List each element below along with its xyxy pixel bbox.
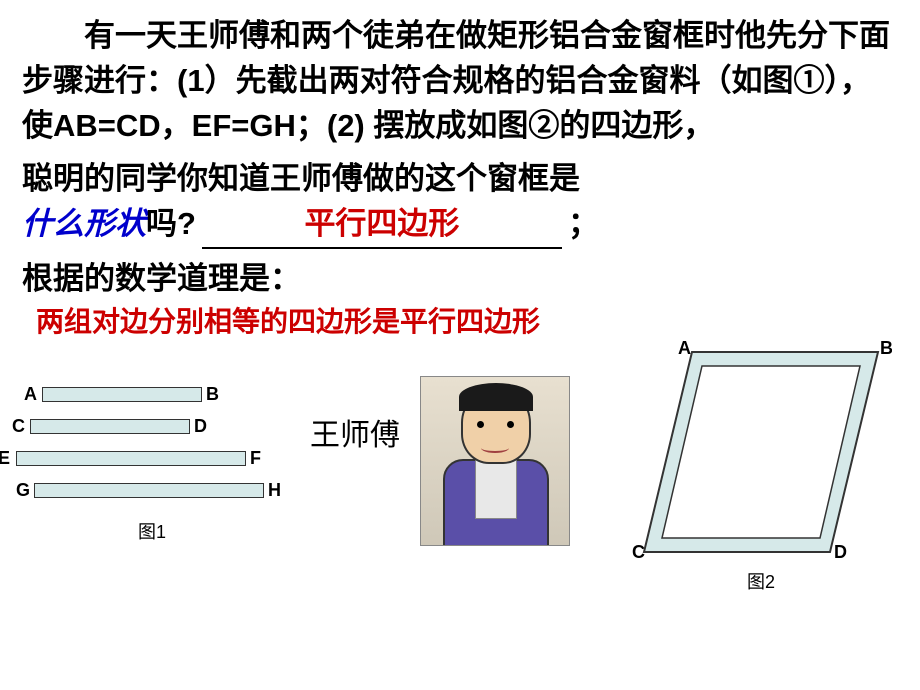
- bar-row: GH: [22, 478, 282, 504]
- teacher-hair-shape: [459, 383, 533, 411]
- bar-label-F: F: [250, 448, 261, 469]
- bar-label-G: G: [16, 480, 30, 501]
- figures-area: ABCDEFGH 图1 王师傅 A B C D 图2: [0, 346, 920, 606]
- bar-label-H: H: [268, 480, 281, 501]
- svg-text:D: D: [834, 542, 847, 562]
- shape-suffix: 吗?: [146, 202, 196, 247]
- bar-label-B: B: [206, 384, 219, 405]
- figure-2: A B C D 图2: [630, 340, 892, 594]
- figure-1: ABCDEFGH 图1: [22, 382, 282, 544]
- bar-label-A: A: [24, 384, 37, 405]
- teacher-eye-left: [477, 421, 484, 428]
- shape-question-line: 什么形状 吗? 平行四边形 ；: [0, 202, 920, 249]
- svg-text:A: A: [678, 340, 691, 358]
- teacher-collar-shape: [475, 459, 517, 519]
- question-line: 聪明的同学你知道王师傅做的这个窗框是: [0, 149, 920, 202]
- svg-text:C: C: [632, 542, 645, 562]
- teacher-label: 王师傅: [310, 410, 400, 454]
- aluminum-bar: [34, 483, 264, 498]
- bar-row: CD: [22, 414, 282, 440]
- reason-label: 根据的数学道理是：: [0, 249, 920, 298]
- bar-label-C: C: [12, 416, 25, 437]
- svg-text:B: B: [880, 340, 892, 358]
- teacher-mouth-shape: [481, 443, 509, 453]
- teacher-eye-right: [507, 421, 514, 428]
- shape-prefix: 什么形状: [22, 202, 146, 247]
- semicolon: ；: [568, 202, 599, 247]
- bar-label-E: E: [0, 448, 10, 469]
- parallelogram-frame: A B C D: [630, 340, 892, 564]
- teacher-illustration: [420, 376, 570, 546]
- aluminum-bar: [30, 419, 190, 434]
- bar-row: EF: [22, 446, 282, 472]
- bar-label-D: D: [194, 416, 207, 437]
- answer-blank: 平行四边形: [202, 202, 562, 249]
- problem-statement: 有一天王师傅和两个徒弟在做矩形铝合金窗框时他先分下面步骤进行：(1）先截出两对符…: [0, 0, 920, 149]
- aluminum-bar: [16, 451, 246, 466]
- aluminum-bar: [42, 387, 202, 402]
- fig2-caption: 图2: [630, 568, 892, 594]
- reason-answer: 两组对边分别相等的四边形是平行四边形: [0, 298, 920, 340]
- bar-row: AB: [22, 382, 282, 408]
- fig1-caption: 图1: [22, 518, 282, 544]
